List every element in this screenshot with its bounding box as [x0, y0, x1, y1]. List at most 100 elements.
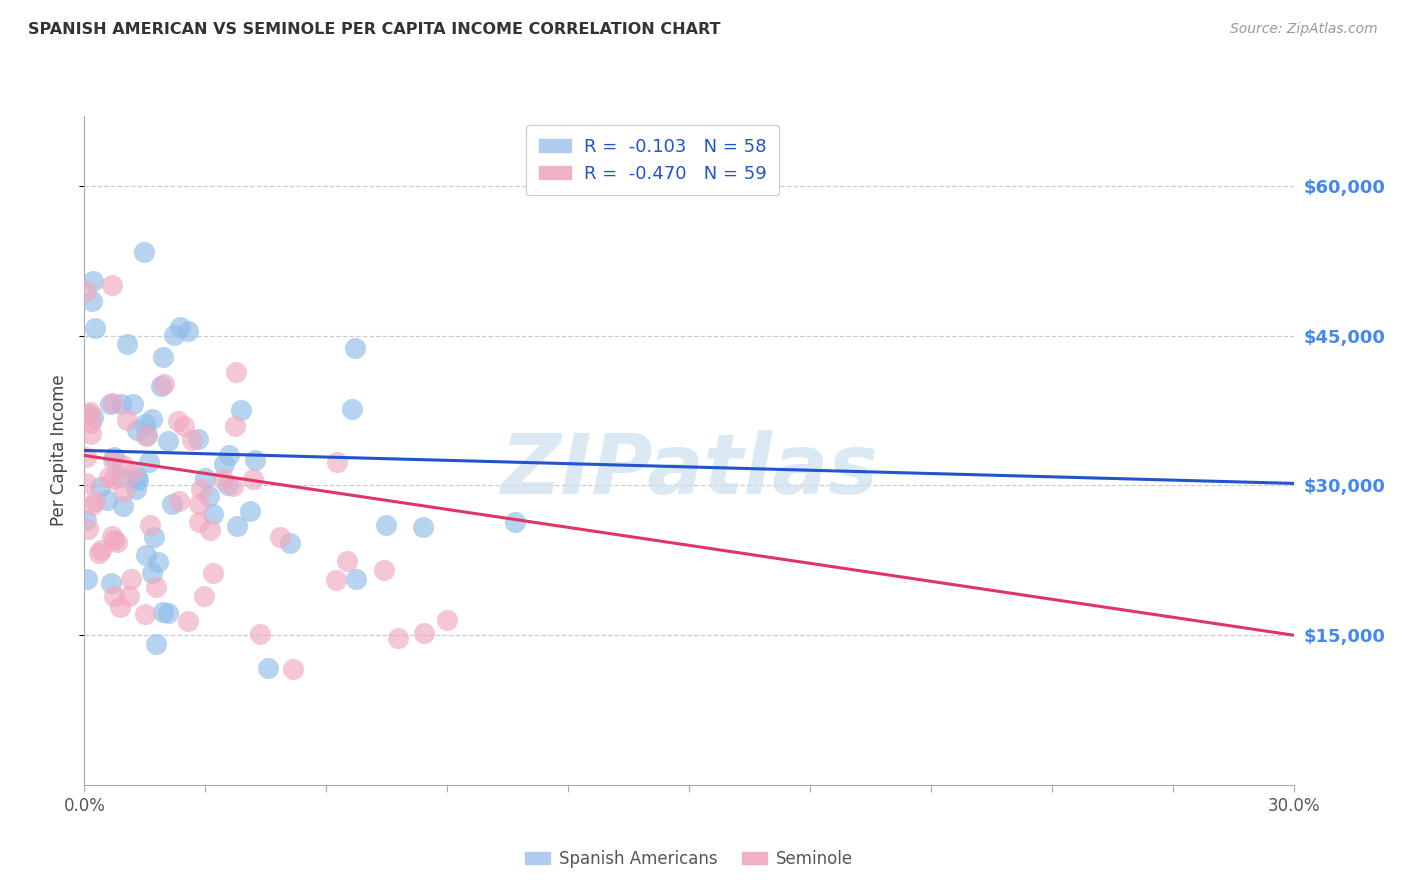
Point: [269, 531, 291, 545]
Point: [336, 554, 359, 568]
Point: [101, 452, 124, 467]
Point: [229, 403, 252, 417]
Point: [249, 627, 271, 641]
Point: [167, 494, 190, 508]
Point: [76, 522, 98, 536]
Point: [225, 365, 247, 379]
Point: [101, 472, 124, 486]
Point: [121, 466, 143, 480]
Point: [118, 589, 141, 603]
Point: [122, 397, 145, 411]
Point: [181, 434, 204, 448]
Point: [80, 426, 103, 441]
Point: [344, 572, 367, 586]
Point: [412, 520, 434, 534]
Point: [125, 423, 148, 437]
Point: [177, 614, 200, 628]
Point: [173, 418, 195, 433]
Point: [177, 324, 200, 338]
Legend: Spanish Americans, Seminole: Spanish Americans, Seminole: [519, 844, 859, 875]
Point: [503, 516, 526, 530]
Point: [142, 530, 165, 544]
Point: [436, 613, 458, 627]
Point: [76, 572, 98, 586]
Point: [135, 548, 157, 562]
Point: [101, 396, 124, 410]
Point: [325, 573, 347, 587]
Point: [145, 580, 167, 594]
Y-axis label: Per Capita Income: Per Capita Income: [49, 375, 67, 526]
Point: [141, 411, 163, 425]
Point: [188, 515, 211, 529]
Point: [152, 351, 174, 365]
Point: [163, 328, 186, 343]
Point: [373, 563, 395, 577]
Point: [75, 513, 97, 527]
Point: [117, 413, 139, 427]
Point: [103, 450, 125, 465]
Point: [340, 401, 363, 416]
Point: [217, 478, 239, 492]
Point: [141, 566, 163, 581]
Point: [166, 414, 188, 428]
Point: [100, 278, 122, 293]
Point: [96, 493, 118, 508]
Point: [98, 470, 121, 484]
Point: [103, 589, 125, 603]
Point: [326, 455, 349, 469]
Point: [115, 336, 138, 351]
Point: [108, 600, 131, 615]
Point: [135, 429, 157, 443]
Point: [201, 507, 224, 521]
Point: [145, 637, 167, 651]
Point: [79, 405, 101, 419]
Point: [187, 432, 209, 446]
Point: [80, 416, 103, 430]
Point: [224, 419, 246, 434]
Point: [127, 473, 149, 487]
Point: [134, 607, 156, 621]
Point: [169, 319, 191, 334]
Text: SPANISH AMERICAN VS SEMINOLE PER CAPITA INCOME CORRELATION CHART: SPANISH AMERICAN VS SEMINOLE PER CAPITA …: [28, 22, 721, 37]
Point: [153, 377, 176, 392]
Point: [218, 449, 240, 463]
Point: [194, 471, 217, 485]
Point: [198, 489, 221, 503]
Point: [125, 482, 148, 496]
Point: [160, 497, 183, 511]
Legend: R =  -0.103   N = 58, R =  -0.470   N = 59: R = -0.103 N = 58, R = -0.470 N = 59: [526, 125, 779, 195]
Point: [110, 397, 132, 411]
Point: [80, 294, 103, 309]
Point: [125, 470, 148, 484]
Point: [190, 483, 212, 497]
Point: [238, 504, 260, 518]
Point: [222, 479, 245, 493]
Point: [108, 470, 131, 484]
Point: [103, 533, 125, 547]
Point: [257, 661, 280, 675]
Point: [134, 417, 156, 431]
Point: [212, 457, 235, 471]
Point: [75, 450, 97, 465]
Point: [89, 480, 111, 494]
Point: [278, 536, 301, 550]
Point: [152, 605, 174, 619]
Point: [242, 472, 264, 486]
Point: [75, 284, 97, 298]
Point: [281, 662, 304, 676]
Point: [413, 625, 436, 640]
Point: [193, 590, 215, 604]
Point: [120, 572, 142, 586]
Point: [89, 546, 111, 560]
Text: ZIPatlas: ZIPatlas: [501, 430, 877, 511]
Point: [156, 606, 179, 620]
Point: [344, 341, 367, 355]
Point: [112, 483, 135, 498]
Point: [188, 497, 211, 511]
Point: [75, 476, 97, 491]
Point: [156, 434, 179, 449]
Point: [100, 575, 122, 590]
Point: [98, 397, 121, 411]
Point: [77, 407, 100, 421]
Point: [112, 458, 135, 473]
